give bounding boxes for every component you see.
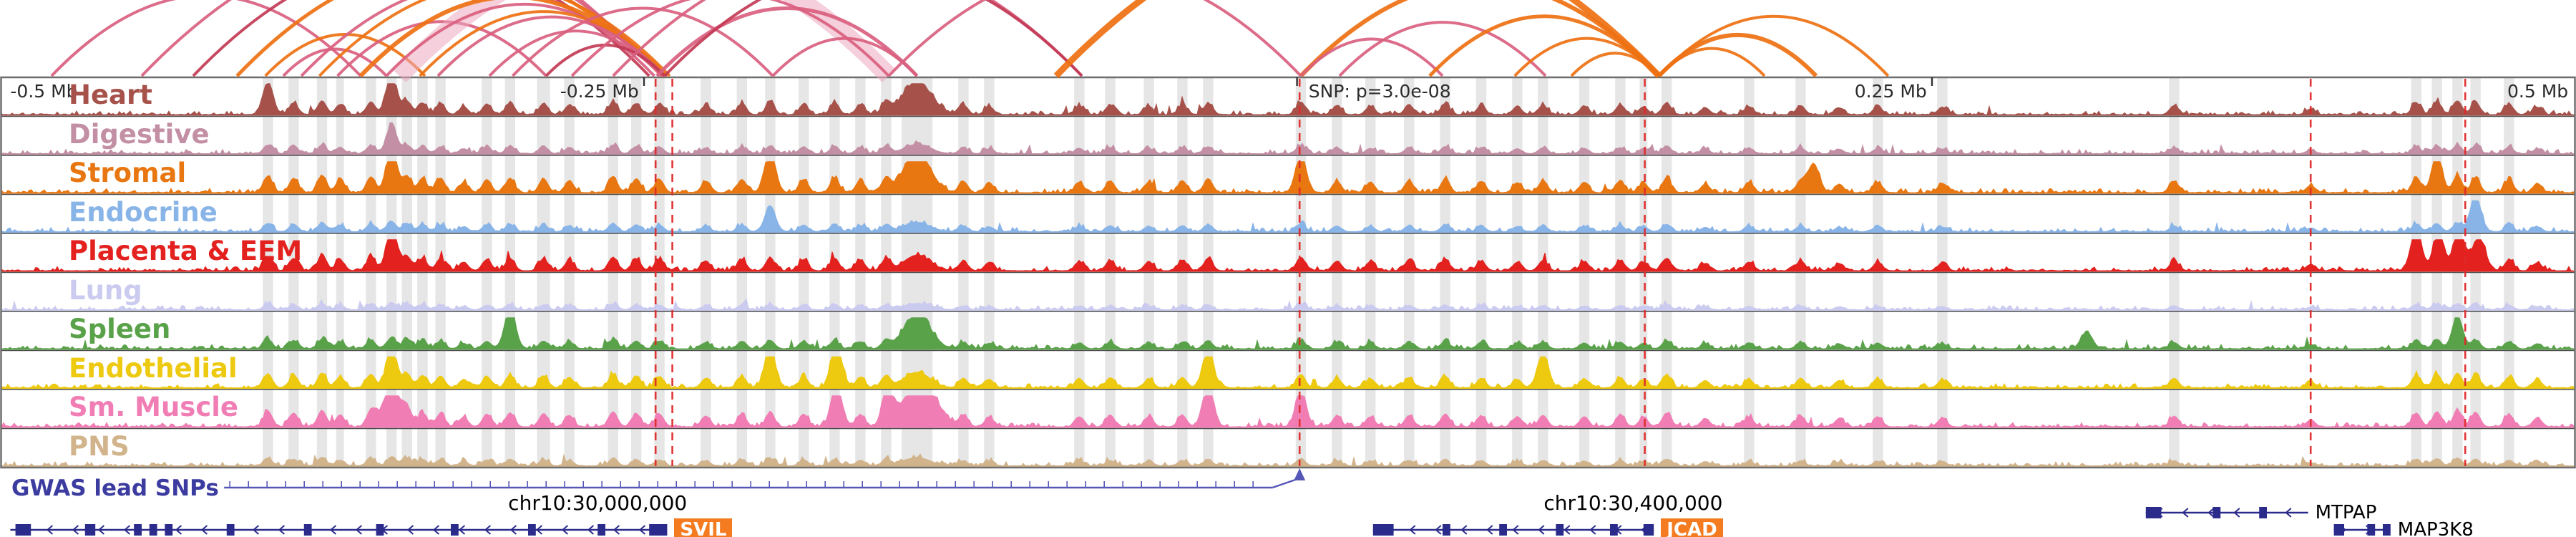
- axis-label-0-5-mb: -0.5 Mb: [10, 81, 78, 102]
- track-label-placenta-eem: Placenta & EEM: [69, 236, 303, 266]
- gene-label-mtpap: MTPAP: [2315, 502, 2377, 523]
- snp-dashed-lines: [654, 79, 2467, 466]
- signal-track-endothelial: [1, 356, 2575, 389]
- signal-track-placenta-eem: [1, 239, 2575, 272]
- panel-border: [0, 76, 2576, 469]
- track-label-endothelial: Endothelial: [69, 352, 238, 384]
- gwas-lead-snps-pointer: [224, 468, 1306, 489]
- signal-track-sm-muscle: [1, 395, 2575, 428]
- gene-jcad: [1372, 524, 1654, 536]
- coordinate-label-1: chr10:30,400,000: [1543, 491, 1723, 515]
- gene-label-map3k8: MAP3K8: [2397, 519, 2474, 537]
- gene-label-jcad: JCAD: [1661, 518, 1723, 537]
- coordinate-label-0: chr10:30,000,000: [508, 491, 688, 515]
- axis-label-snp-p-3-0e-08: SNP: p=3.0e-08: [1308, 81, 1451, 102]
- interaction-arcs: [50, 0, 1890, 83]
- signal-track-endocrine: [1, 200, 2576, 233]
- gwas-lead-snps-label: GWAS lead SNPs: [11, 475, 219, 501]
- axis-label-0-5-mb: 0.5 Mb: [2507, 81, 2569, 102]
- signal-track-stromal: [1, 161, 2576, 194]
- signal-track-pns: [1, 453, 2575, 467]
- track-label-sm-muscle: Sm. Muscle: [69, 392, 239, 422]
- signal-track-heart: [1, 83, 2575, 116]
- track-label-stromal: Stromal: [69, 158, 187, 188]
- gene-track: [10, 507, 2391, 536]
- gene-mtpap: [2145, 507, 2308, 518]
- track-label-spleen: Spleen: [69, 314, 171, 344]
- track-grid: [0, 76, 2576, 469]
- snp-pointer-arrow-icon: [1294, 468, 1306, 480]
- track-label-pns: PNS: [69, 430, 130, 462]
- gene-map3k8: [2333, 524, 2391, 536]
- gene-svil: [10, 524, 668, 536]
- track-label-digestive: Digestive: [69, 118, 210, 150]
- track-label-lung: Lung: [69, 274, 142, 306]
- signal-track-spleen: [1, 317, 2576, 350]
- axis-label-0-25-mb: 0.25 Mb: [1854, 81, 1927, 102]
- tissue-signal-tracks: [1, 83, 2576, 467]
- gene-label-svil: SVIL: [674, 518, 733, 537]
- track-label-endocrine: Endocrine: [69, 196, 218, 228]
- track-label-heart: Heart: [69, 79, 152, 110]
- signal-track-digestive: [1, 122, 2575, 155]
- signal-track-lung: [1, 297, 2576, 311]
- axis-label-0-25-mb: -0.25 Mb: [560, 81, 639, 102]
